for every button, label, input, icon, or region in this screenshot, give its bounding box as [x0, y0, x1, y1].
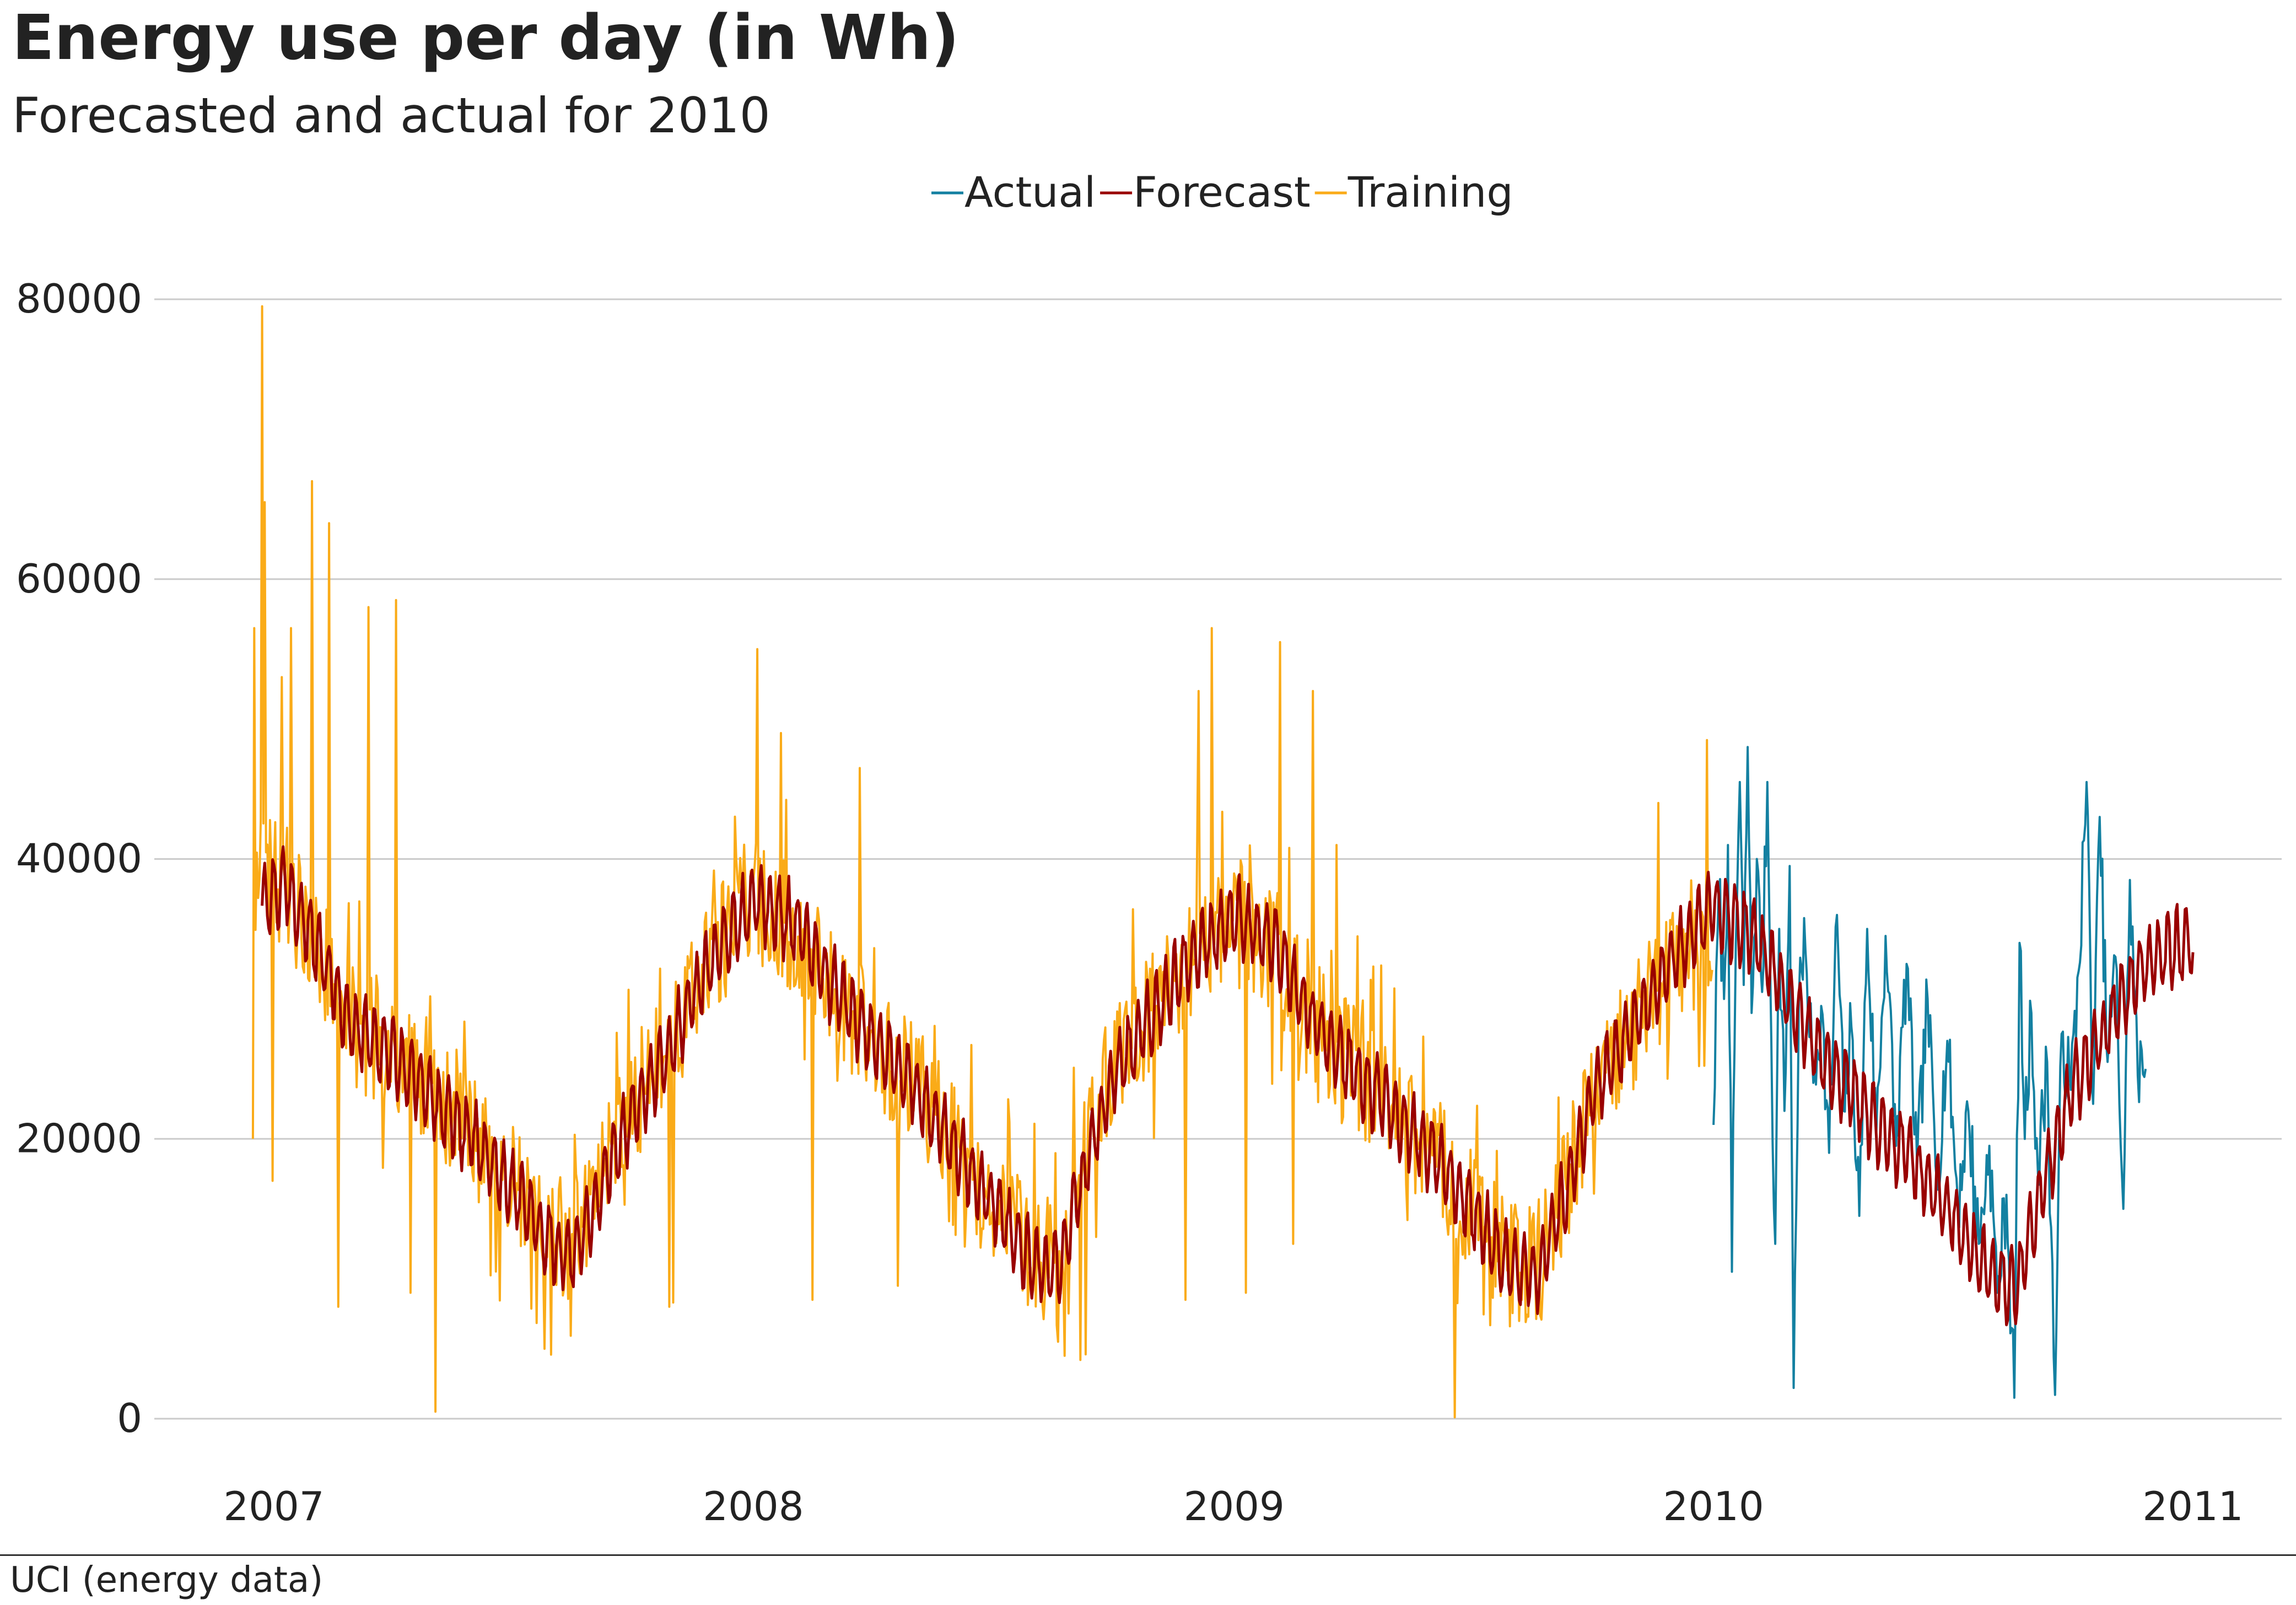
- series-line-training: [251, 305, 1713, 1419]
- chart-legend: Actual Forecast Training: [931, 168, 1513, 217]
- y-tick-label-2: 40000: [16, 836, 142, 882]
- y-gridlines: [154, 298, 2282, 1420]
- legend-label-training: Training: [1348, 168, 1513, 217]
- x-tick-label-2010: 2010: [1663, 1483, 1764, 1529]
- series-line-actual: [1712, 746, 2147, 1399]
- chart-title: Energy use per day (in Wh): [12, 2, 960, 74]
- footer-divider: [0, 1554, 2296, 1556]
- chart-source: UCI (energy data): [10, 1560, 324, 1601]
- x-tick-label-2009: 2009: [1184, 1483, 1285, 1529]
- chart-series: [251, 305, 2195, 1419]
- legend-label-forecast: Forecast: [1133, 168, 1311, 217]
- y-axis-tick-labels: 0 20000 40000 60000 80000: [16, 276, 142, 1441]
- x-tick-label-2008: 2008: [703, 1483, 804, 1529]
- chart-plot: Actual Forecast Training 0 20000 40000 60000 8…: [16, 168, 2282, 1529]
- chart-subtitle: Forecasted and actual for 2010: [12, 87, 770, 144]
- series-line-forecast: [261, 845, 2195, 1327]
- x-tick-label-2007: 2007: [223, 1483, 324, 1529]
- x-tick-label-2011: 2011: [2142, 1483, 2243, 1529]
- y-tick-label-3: 60000: [16, 556, 142, 602]
- y-tick-label-4: 80000: [16, 276, 142, 322]
- x-axis-tick-labels: 2007 2008 2009 2010 2011: [223, 1483, 2243, 1529]
- y-tick-label-0: 0: [117, 1395, 142, 1441]
- y-tick-label-1: 20000: [16, 1115, 142, 1161]
- legend-label-actual: Actual: [964, 168, 1096, 217]
